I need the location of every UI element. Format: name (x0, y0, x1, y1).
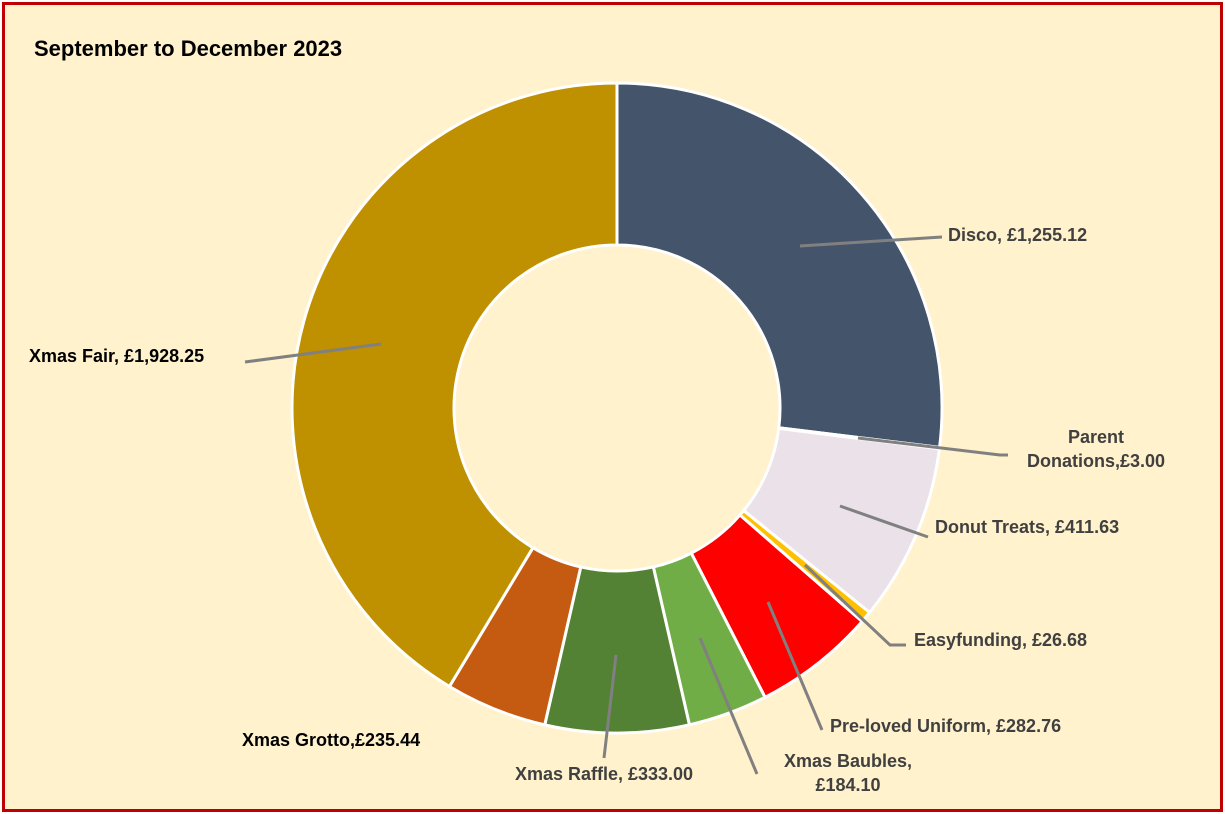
data-label-pre-loved-uniform: Pre-loved Uniform, £282.76 (830, 716, 1061, 736)
data-label-disco: Disco, £1,255.12 (948, 225, 1087, 245)
data-label-xmas-grotto: Xmas Grotto,£235.44 (242, 730, 420, 750)
slice-xmas-fair (290, 81, 619, 689)
data-label-easyfunding: Easyfunding, £26.68 (914, 630, 1087, 650)
slice-disco (615, 81, 944, 450)
leader-line-disco (799, 235, 943, 248)
data-label-xmas-fair: Xmas Fair, £1,928.25 (29, 346, 204, 366)
chart-title: September to December 2023 (34, 36, 343, 61)
data-label-donut-treats: Donut Treats, £411.63 (935, 517, 1119, 537)
data-label-parent-donations: Parent Donations,£3.00 (1027, 427, 1165, 471)
leader-line-xmas-baubles (698, 637, 759, 775)
leader-line-donut-treats (839, 504, 929, 539)
data-label-xmas-baubles: Xmas Baubles, £184.10 (784, 751, 912, 795)
leader-line-xmas-fair (244, 342, 382, 364)
leader-line-easyfunding (803, 563, 906, 647)
leader-line-xmas-raffle (602, 654, 618, 759)
leader-line-parent-donations (857, 436, 1008, 457)
data-label-xmas-raffle: Xmas Raffle, £333.00 (515, 764, 693, 784)
leader-line-pre-loved-uniform (766, 601, 824, 731)
